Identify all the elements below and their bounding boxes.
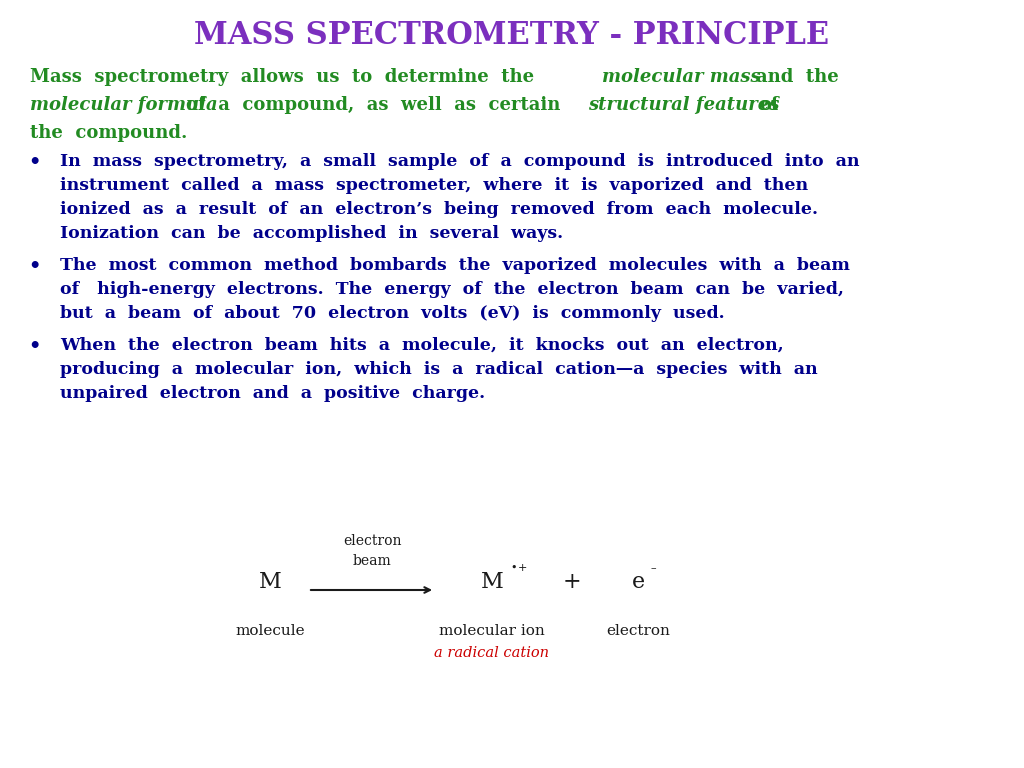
- Text: +: +: [562, 571, 582, 593]
- Text: producing  a  molecular  ion,  which  is  a  radical  cation—a  species  with  a: producing a molecular ion, which is a ra…: [60, 361, 817, 378]
- Text: beam: beam: [352, 554, 391, 568]
- Text: molecule: molecule: [236, 624, 305, 638]
- Text: unpaired  electron  and  a  positive  charge.: unpaired electron and a positive charge.: [60, 385, 485, 402]
- Text: ionized  as  a  result  of  an  electron’s  being  removed  from  each  molecule: ionized as a result of an electron’s bei…: [60, 201, 818, 218]
- Text: but  a  beam  of  about  70  electron  volts  (eV)  is  commonly  used.: but a beam of about 70 electron volts (e…: [60, 305, 725, 322]
- Text: molecular mass: molecular mass: [602, 68, 761, 86]
- Text: molecular ion: molecular ion: [439, 624, 545, 638]
- Text: the  compound.: the compound.: [30, 124, 187, 142]
- Text: e: e: [632, 571, 644, 593]
- Text: •: •: [28, 337, 40, 355]
- Text: of   high-energy  electrons.  The  energy  of  the  electron  beam  can  be  var: of high-energy electrons. The energy of …: [60, 281, 844, 298]
- Text: In  mass  spectrometry,  a  small  sample  of  a  compound  is  introduced  into: In mass spectrometry, a small sample of …: [60, 153, 859, 170]
- Text: M: M: [259, 571, 282, 593]
- Text: electron: electron: [343, 534, 401, 548]
- Text: +: +: [518, 563, 527, 573]
- Text: When  the  electron  beam  hits  a  molecule,  it  knocks  out  an  electron,: When the electron beam hits a molecule, …: [60, 337, 783, 354]
- Text: a radical cation: a radical cation: [434, 646, 550, 660]
- Text: M: M: [480, 571, 504, 593]
- Text: –: –: [651, 563, 656, 573]
- Text: of  a  compound,  as  well  as  certain: of a compound, as well as certain: [186, 96, 560, 114]
- Text: Ionization  can  be  accomplished  in  several  ways.: Ionization can be accomplished in severa…: [60, 225, 563, 242]
- Text: •: •: [28, 153, 40, 171]
- Text: •: •: [510, 563, 516, 573]
- Text: Mass  spectrometry  allows  us  to  determine  the: Mass spectrometry allows us to determine…: [30, 68, 535, 86]
- Text: instrument  called  a  mass  spectrometer,  where  it  is  vaporized  and  then: instrument called a mass spectrometer, w…: [60, 177, 808, 194]
- Text: electron: electron: [606, 624, 670, 638]
- Text: structural features: structural features: [588, 96, 779, 114]
- Text: •: •: [28, 257, 40, 275]
- Text: MASS SPECTROMETRY - PRINCIPLE: MASS SPECTROMETRY - PRINCIPLE: [195, 20, 829, 51]
- Text: and  the: and the: [756, 68, 839, 86]
- Text: The  most  common  method  bombards  the  vaporized  molecules  with  a  beam: The most common method bombards the vapo…: [60, 257, 850, 274]
- Text: molecular formula: molecular formula: [30, 96, 218, 114]
- Text: of: of: [759, 96, 778, 114]
